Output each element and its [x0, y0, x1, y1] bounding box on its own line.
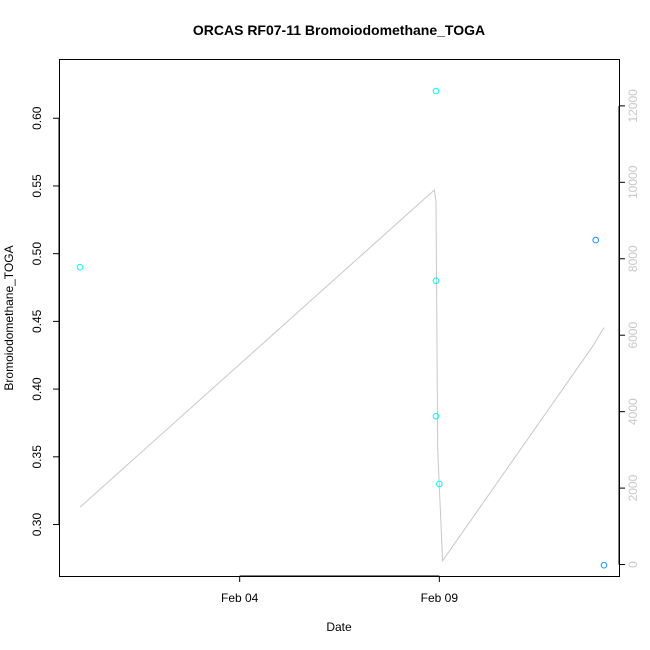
data-point	[432, 412, 440, 420]
y-tick-label: 0.55	[30, 174, 44, 198]
secondary-series-line	[79, 189, 605, 563]
y-tick-label: 0.60	[30, 106, 44, 130]
y-tick-label: 0.40	[30, 377, 44, 401]
x-axis: Feb 04 Feb 09	[221, 575, 459, 605]
chart-title: ORCAS RF07-11 Bromoiodomethane_TOGA	[193, 22, 485, 38]
y2-tick-label: 10000	[626, 165, 640, 199]
data-point	[432, 277, 440, 285]
y2-tick-label: 12000	[626, 89, 640, 123]
x-tick-label: Feb 04	[221, 591, 259, 605]
secondary-series-layer	[79, 189, 605, 563]
plot-frame	[59, 59, 620, 577]
data-point	[600, 561, 608, 569]
y2-tick-label: 4000	[626, 398, 640, 425]
y-tick-label: 0.45	[30, 309, 44, 333]
data-point	[592, 236, 600, 244]
x-axis-label: Date	[326, 620, 352, 634]
x-tick-label: Feb 09	[421, 591, 459, 605]
y2-tick-label: 8000	[626, 245, 640, 272]
points-layer	[76, 87, 608, 569]
y2-tick-label: 0	[626, 561, 640, 568]
y-axis-left: 0.30 0.35 0.40 0.45 0.50 0.55 0.60	[30, 106, 60, 537]
y-tick-label: 0.35	[30, 445, 44, 469]
y-axis-label: Bromoiodomethane_TOGA	[2, 245, 16, 390]
data-point	[76, 263, 84, 271]
data-point	[432, 87, 440, 95]
y-axis-right: 0 2000 4000 6000 8000 10000 12000	[618, 89, 640, 568]
y2-tick-label: 2000	[626, 474, 640, 501]
y-tick-label: 0.30	[30, 513, 44, 537]
y2-tick-label: 6000	[626, 322, 640, 349]
y-tick-label: 0.50	[30, 242, 44, 266]
data-point	[436, 480, 443, 488]
